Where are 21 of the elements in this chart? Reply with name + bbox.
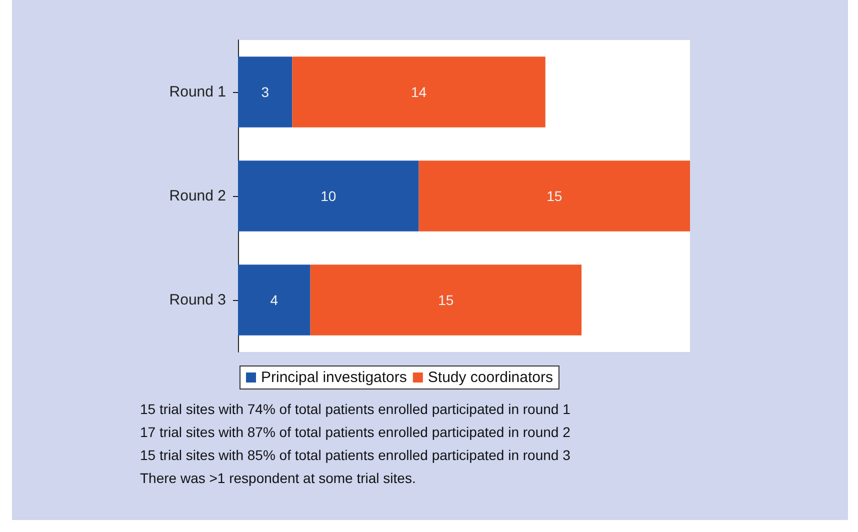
text: There was >1 respondent at some trial sites. bbox=[140, 470, 416, 486]
text: 15 trial sites with 74% of total patients enrolled participated in round 1 bbox=[140, 401, 571, 417]
bar bbox=[238, 264, 310, 336]
data-label: 14 bbox=[411, 84, 427, 100]
bar bbox=[310, 264, 582, 336]
data-label: 10 bbox=[320, 188, 336, 204]
y-tick-label: Round 2 bbox=[169, 188, 226, 204]
bar bbox=[292, 56, 546, 128]
y-tick-label: Round 3 bbox=[169, 292, 226, 308]
legend-label: Principal investigators bbox=[261, 369, 407, 386]
bar bbox=[238, 56, 292, 128]
y-tick-label: Round 1 bbox=[169, 84, 226, 100]
bar bbox=[418, 160, 690, 232]
data-label: 15 bbox=[438, 292, 454, 308]
data-label: 3 bbox=[261, 84, 270, 100]
text: 15 trial sites with 85% of total patients enrolled participated in round 3 bbox=[140, 447, 571, 463]
data-label: 4 bbox=[270, 292, 278, 308]
data-label: 15 bbox=[546, 188, 562, 204]
bar bbox=[238, 160, 419, 232]
text: 17 trial sites with 87% of total patients enrolled participated in round 2 bbox=[140, 424, 571, 440]
legend-label: Study coordinators bbox=[428, 369, 553, 386]
